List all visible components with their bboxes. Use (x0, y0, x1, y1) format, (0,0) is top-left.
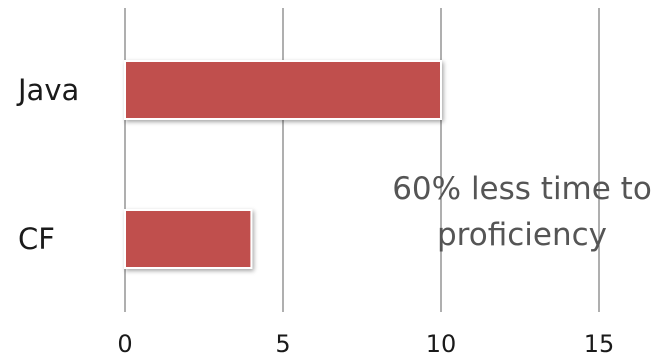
annotation-line-2: proficiency (437, 217, 607, 253)
x-axis-ticks: 0 5 10 15 (117, 330, 614, 358)
category-label-java: Java (16, 73, 79, 107)
category-labels: Java CF (16, 73, 79, 256)
bars (124, 60, 442, 269)
x-tick-label-0: 0 (117, 330, 132, 358)
bar-java (124, 60, 442, 120)
category-label-cf: CF (18, 222, 55, 256)
annotation-line-1: 60% less time to (392, 171, 652, 207)
x-tick-label-10: 10 (426, 330, 457, 358)
x-tick-label-15: 15 (584, 330, 615, 358)
x-tick-label-5: 5 (275, 330, 290, 358)
bar-cf (124, 209, 253, 269)
